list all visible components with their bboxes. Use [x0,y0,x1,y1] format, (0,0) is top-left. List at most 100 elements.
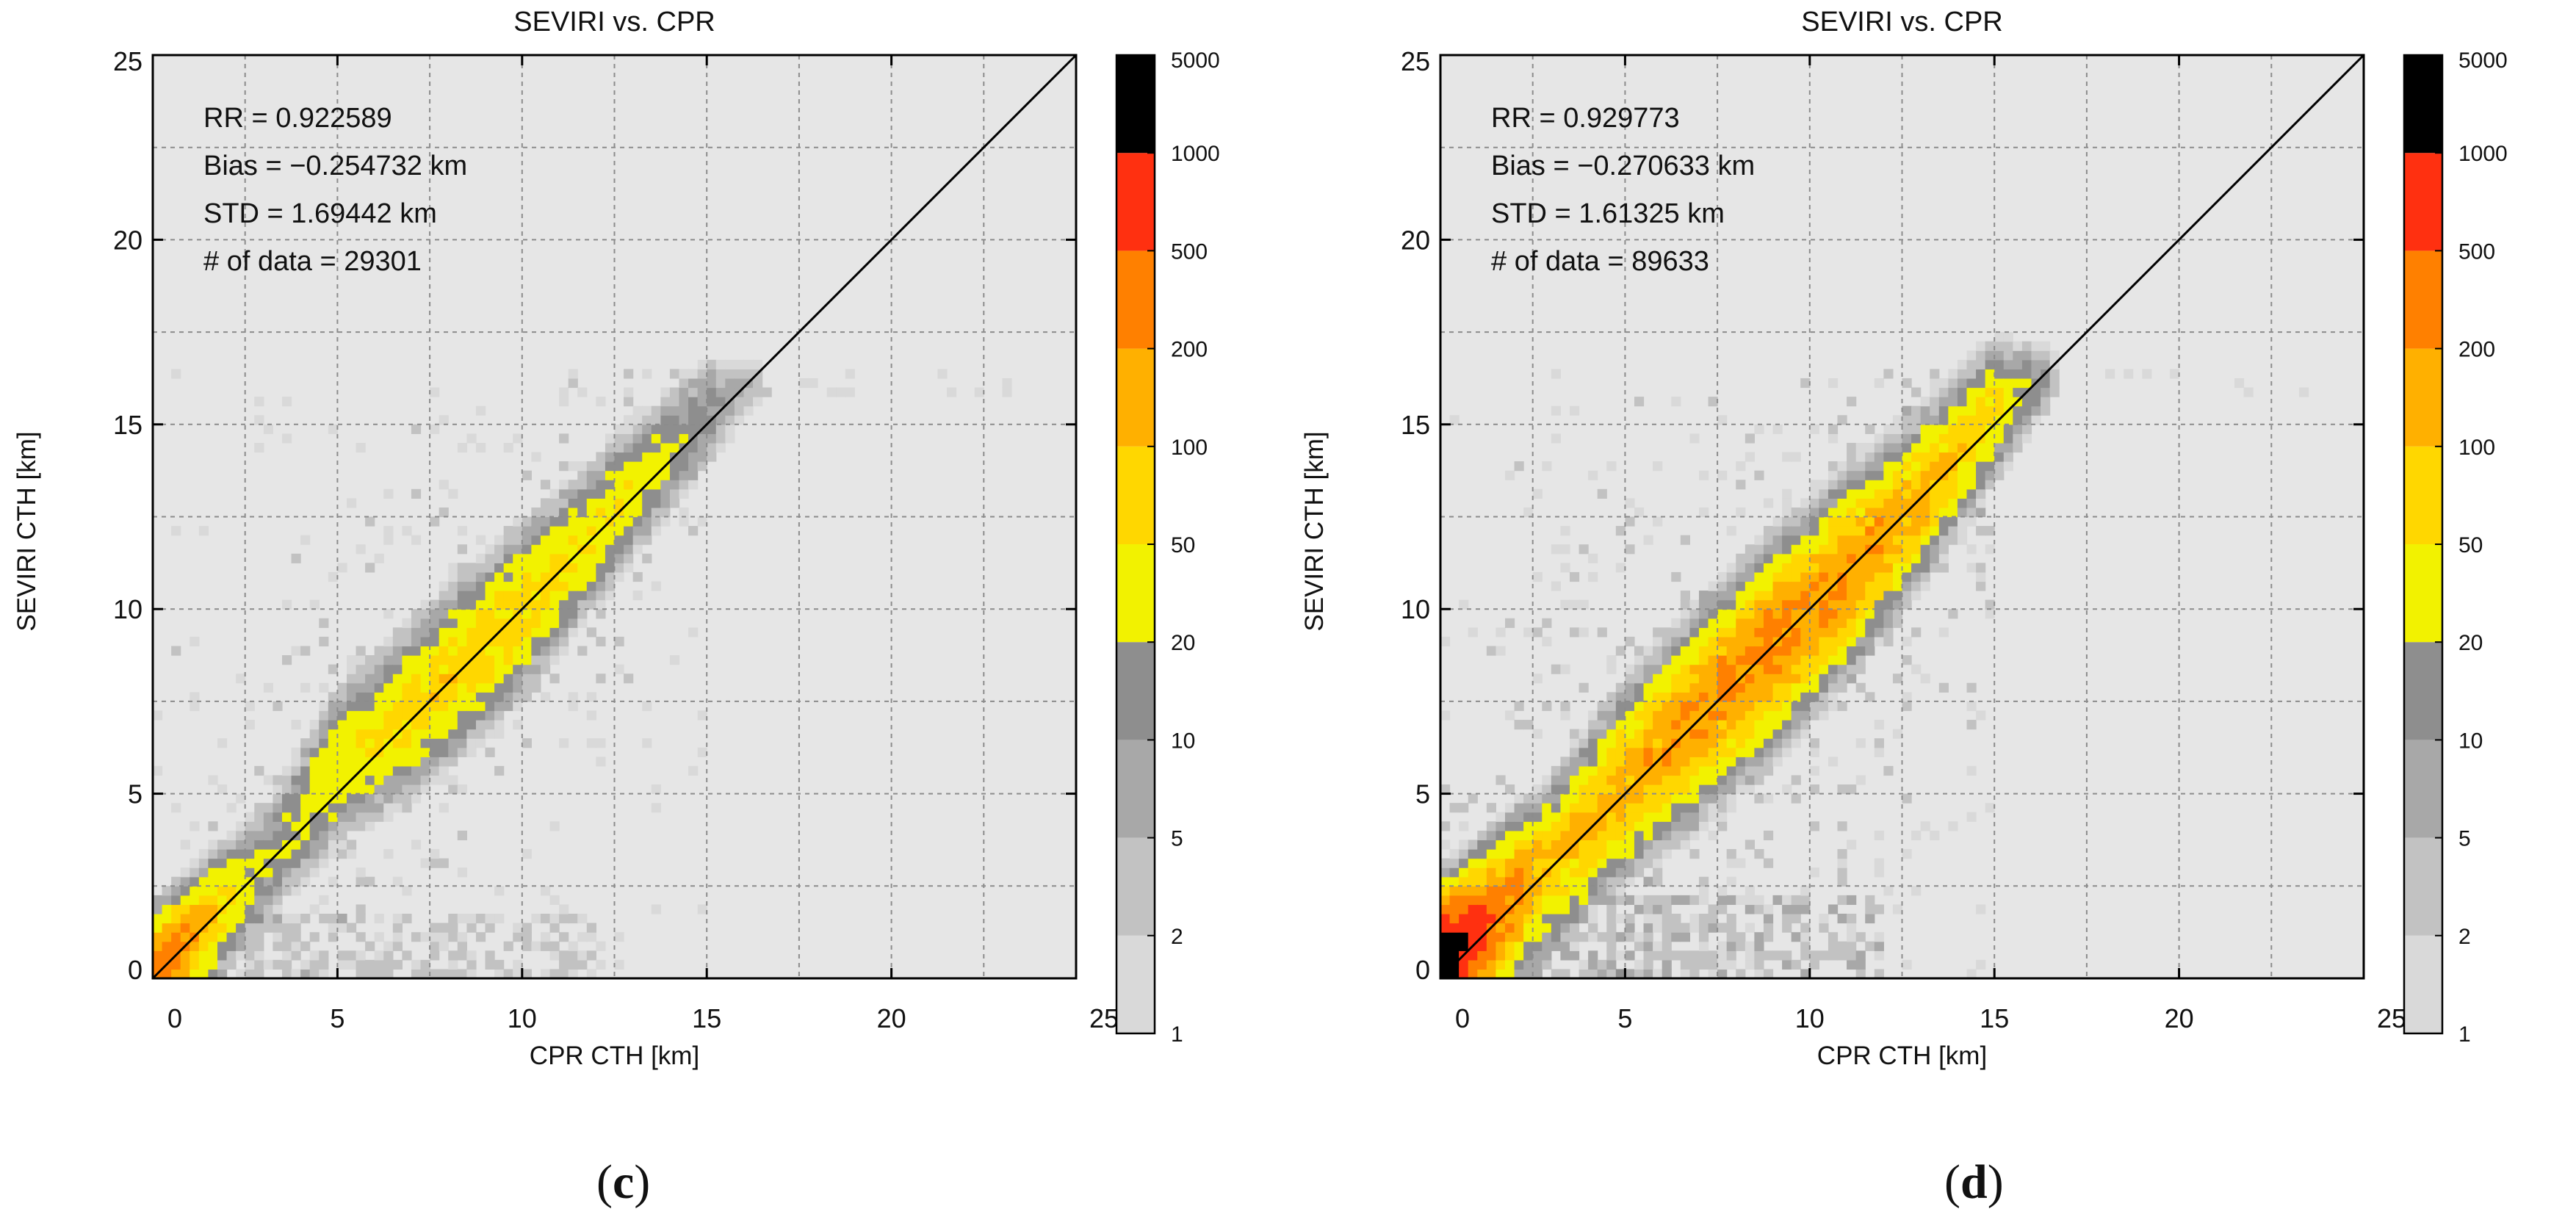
heatmap-cell [457,720,467,730]
heatmap-cell [1486,867,1497,878]
heatmap-cell [162,923,172,933]
heatmap-cell [1717,581,1728,591]
heatmap-cell [365,674,375,684]
heatmap-cell [531,682,541,693]
heatmap-cell [1726,793,1736,804]
heatmap-cell [356,747,366,757]
heatmap-cell [1736,775,1746,785]
heatmap-cell [1615,692,1626,702]
heatmap-cell [577,488,588,499]
heatmap-cell [392,803,403,813]
heatmap-cell [254,950,264,961]
heatmap-cell [319,895,329,906]
heatmap-cell [430,858,440,868]
heatmap-cell [1855,627,1866,638]
heatmap-cell [1514,867,1524,878]
heatmap-cell [300,959,311,970]
heatmap-cell [624,563,634,573]
heatmap-cell [1680,932,1690,942]
heatmap-cell [1653,895,1663,906]
heatmap-cell [660,452,671,462]
heatmap-cell [632,591,643,601]
heatmap-cell [485,591,495,601]
heatmap-cell [1754,609,1764,619]
heatmap-cell [1717,923,1728,933]
heatmap-cell [1514,803,1524,813]
heatmap-cell [605,480,616,490]
heatmap-cell [1588,757,1598,767]
heatmap-cell [1597,729,1607,739]
heatmap-cell [475,655,486,665]
heatmap-cell [1708,757,1718,767]
heatmap-cell [1560,904,1570,914]
heatmap-cell [660,488,671,499]
heatmap-cell [2049,387,2060,397]
heatmap-cell [1837,867,1847,878]
heatmap-cell [577,461,588,472]
heatmap-cell [1662,720,1672,730]
heatmap-cell [383,664,394,674]
heatmap-cell [383,969,394,979]
heatmap-cell [1883,591,1894,601]
heatmap-cell [226,886,237,896]
heatmap-cell [1726,775,1736,785]
heatmap-cell [1560,765,1570,776]
heatmap-cell [1874,498,1884,508]
heatmap-cell [1542,821,1552,831]
heatmap-cell [328,914,338,924]
heatmap-cell [522,682,532,693]
heatmap-cell [1671,655,1681,665]
heatmap-cell [1782,498,1792,508]
heatmap-cell [1634,941,1645,951]
heatmap-cell [217,895,228,906]
heatmap-cell [503,609,513,619]
heatmap-cell [1874,618,1884,628]
heatmap-cell [1625,720,1635,730]
heatmap-cell [1606,876,1617,887]
heatmap-cell [300,876,311,887]
heatmap-cell [679,387,689,397]
heatmap-cell [697,904,707,914]
heatmap-cell [845,369,855,379]
heatmap-cell [1689,710,1700,721]
heatmap-cell [1828,507,1839,518]
heatmap-cell [208,775,218,785]
heatmap-cell [236,904,246,914]
heatmap-cell [281,932,292,942]
heatmap-cell [614,442,624,453]
heatmap-cell [586,470,596,480]
heatmap-cell [642,553,652,563]
heatmap-cell [346,720,357,730]
heatmap-cell [1902,452,1912,462]
heatmap-cell [559,461,569,472]
heatmap-cell [1579,895,1589,906]
heatmap-cell [1662,849,1672,859]
heatmap-cell [1930,433,1940,444]
y-tick-label: 20 [113,225,142,255]
heatmap-cell [383,959,394,970]
heatmap-cell [1800,591,1811,601]
heatmap-cell [1772,599,1783,610]
heatmap-cell [190,867,200,878]
heatmap-cell [632,544,643,555]
heatmap-cell [1440,636,1451,647]
heatmap-cell [688,627,699,638]
heatmap-cell [1828,904,1839,914]
heatmap-cell [448,609,458,619]
heatmap-cell [236,932,246,942]
heatmap-cell [245,932,255,942]
heatmap-cell [226,867,237,878]
heatmap-cell [1930,470,1940,480]
heatmap-cell [1643,655,1653,665]
heatmap-cell [596,470,606,480]
heatmap-cell [1560,876,1570,887]
heatmap-cell [337,812,347,822]
heatmap-cell [1569,886,1580,896]
heatmap-cell [1883,498,1894,508]
heatmap-cell [540,516,551,527]
heatmap-cell [1800,535,1811,545]
heatmap-cell [632,433,643,444]
heatmap-cell [586,950,596,961]
heatmap-cell [1883,618,1894,628]
heatmap-cell [734,369,745,379]
